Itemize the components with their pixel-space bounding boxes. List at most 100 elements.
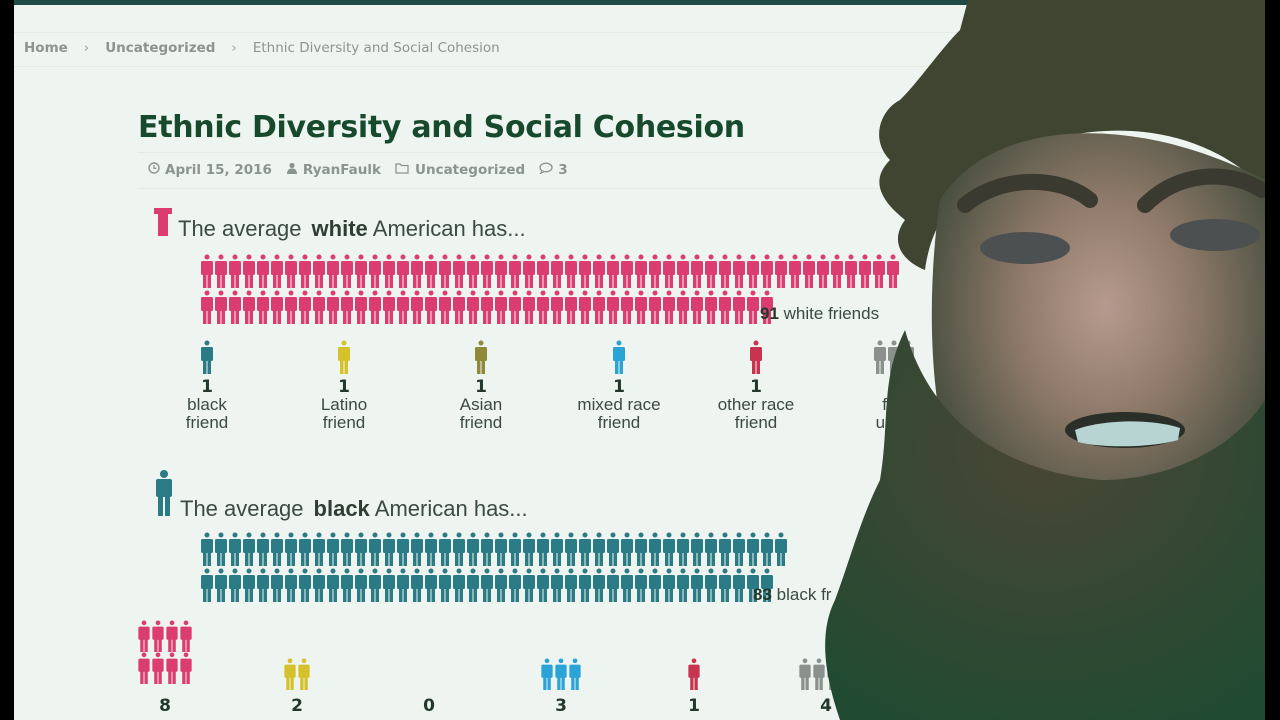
comment-icon (539, 162, 553, 178)
divider (138, 152, 938, 153)
person-icon (677, 532, 689, 566)
white-friends-count: 91 white friends (760, 304, 880, 323)
person-icon (733, 254, 745, 288)
person-icon (369, 568, 381, 602)
person-icon (663, 254, 675, 288)
person-icon (565, 532, 577, 566)
person-icon (565, 290, 577, 324)
post-author-link[interactable]: RyanFaulk (302, 162, 381, 178)
person-icon (299, 532, 311, 566)
friend-category: 0 (423, 696, 435, 716)
person-icon (874, 340, 886, 374)
person-icon (761, 290, 773, 324)
person-icon (523, 290, 535, 324)
person-icon (285, 290, 297, 324)
person-icon (152, 620, 164, 652)
person-icon (635, 254, 647, 288)
person-icon (551, 290, 563, 324)
friend-category: 3 (501, 620, 621, 716)
person-icon (439, 568, 451, 602)
black-friends-row-1 (200, 532, 788, 566)
person-icon (397, 532, 409, 566)
person-icon (541, 658, 553, 690)
person-icon (747, 254, 759, 288)
infographic-black-heading: The average black American has... (154, 470, 528, 522)
person-icon (607, 290, 619, 324)
person-icon (215, 568, 227, 602)
person-icon (257, 568, 269, 602)
breadcrumb-current: Ethnic Diversity and Social Cohesion (252, 40, 500, 56)
right-eyebrow (1137, 168, 1270, 213)
person-icon (733, 568, 745, 602)
person-icon (285, 568, 297, 602)
breadcrumb-separator-icon: › (83, 40, 90, 56)
person-icon (565, 568, 577, 602)
friend-category: 1 Asian friend (421, 334, 541, 432)
person-icon (313, 532, 325, 566)
person-icon (271, 568, 283, 602)
person-icon (747, 290, 759, 324)
person-icon (523, 254, 535, 288)
person-icon (411, 568, 423, 602)
person-icon (298, 658, 310, 690)
person-icon (705, 254, 717, 288)
divider (14, 32, 1265, 33)
person-icon (355, 568, 367, 602)
left-eyebrow (957, 173, 1098, 213)
person-icon (649, 532, 661, 566)
friend-category: 1 mixed race friend (559, 334, 679, 432)
post-comments-link[interactable]: 3 (558, 162, 568, 178)
person-icon (593, 568, 605, 602)
person-icon (138, 620, 150, 652)
post-category-link[interactable]: Uncategorized (415, 162, 526, 178)
breadcrumb-home-link[interactable]: Home (24, 40, 68, 56)
person-icon (383, 532, 395, 566)
hair (879, 0, 1265, 270)
person-icon (229, 532, 241, 566)
person-icon (215, 290, 227, 324)
person-icon (243, 568, 255, 602)
person-icon (439, 532, 451, 566)
person-icon (467, 568, 479, 602)
person-icon (555, 658, 567, 690)
post-title: Ethnic Diversity and Social Cohesion (138, 110, 745, 146)
person-icon (761, 568, 773, 602)
friend-category: 1 Latino friend (284, 334, 404, 432)
person-icon (859, 254, 871, 288)
person-icon (733, 290, 745, 324)
person-icon (677, 290, 689, 324)
person-icon (201, 340, 213, 374)
person-icon (481, 532, 493, 566)
white-person-icon (154, 208, 172, 242)
white-friends-row-2 (200, 290, 774, 324)
person-icon (565, 254, 577, 288)
person-icon (201, 568, 213, 602)
person-icon (439, 290, 451, 324)
person-icon (284, 658, 296, 690)
person-icon (635, 532, 647, 566)
person-icon (299, 568, 311, 602)
friend-category: 2 (237, 620, 357, 716)
person-icon (411, 532, 423, 566)
person-icon (719, 568, 731, 602)
window-border (1265, 0, 1280, 720)
person-icon (397, 290, 409, 324)
person-icon (747, 532, 759, 566)
person-icon (355, 290, 367, 324)
person-icon (355, 532, 367, 566)
person-icon (509, 254, 521, 288)
person-icon (523, 532, 535, 566)
person-icon (299, 290, 311, 324)
breadcrumb-category-link[interactable]: Uncategorized (105, 40, 216, 56)
person-icon (369, 532, 381, 566)
person-icon (495, 290, 507, 324)
person-icon (341, 290, 353, 324)
person-icon (495, 532, 507, 566)
person-icon (593, 254, 605, 288)
person-icon (166, 652, 178, 684)
person-icon (481, 290, 493, 324)
person-icon (677, 568, 689, 602)
person-icon (813, 658, 825, 690)
person-icon (509, 290, 521, 324)
divider (14, 66, 1265, 67)
